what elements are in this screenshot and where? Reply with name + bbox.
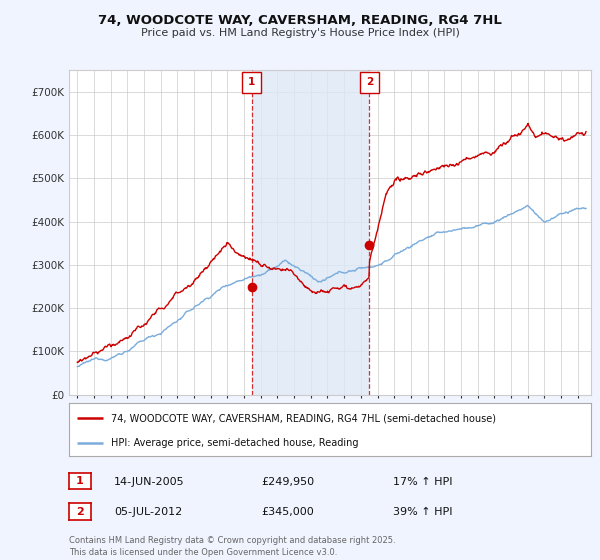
Text: 39% ↑ HPI: 39% ↑ HPI: [393, 507, 452, 517]
Text: 14-JUN-2005: 14-JUN-2005: [114, 477, 185, 487]
FancyBboxPatch shape: [360, 72, 379, 93]
Text: 2: 2: [366, 77, 373, 87]
Text: £345,000: £345,000: [261, 507, 314, 517]
Bar: [251, 70, 370, 395]
Text: Contains HM Land Registry data © Crown copyright and database right 2025.
This d: Contains HM Land Registry data © Crown c…: [69, 536, 395, 557]
Text: HPI: Average price, semi-detached house, Reading: HPI: Average price, semi-detached house,…: [111, 438, 358, 448]
Text: 17% ↑ HPI: 17% ↑ HPI: [393, 477, 452, 487]
Text: 1: 1: [248, 77, 255, 87]
Text: Price paid vs. HM Land Registry's House Price Index (HPI): Price paid vs. HM Land Registry's House …: [140, 28, 460, 38]
FancyBboxPatch shape: [242, 72, 261, 93]
Text: 05-JUL-2012: 05-JUL-2012: [114, 507, 182, 517]
Text: 74, WOODCOTE WAY, CAVERSHAM, READING, RG4 7HL (semi-detached house): 74, WOODCOTE WAY, CAVERSHAM, READING, RG…: [111, 413, 496, 423]
Text: £249,950: £249,950: [261, 477, 314, 487]
Text: 2: 2: [76, 507, 83, 517]
Text: 1: 1: [76, 476, 83, 486]
Text: 74, WOODCOTE WAY, CAVERSHAM, READING, RG4 7HL: 74, WOODCOTE WAY, CAVERSHAM, READING, RG…: [98, 14, 502, 27]
